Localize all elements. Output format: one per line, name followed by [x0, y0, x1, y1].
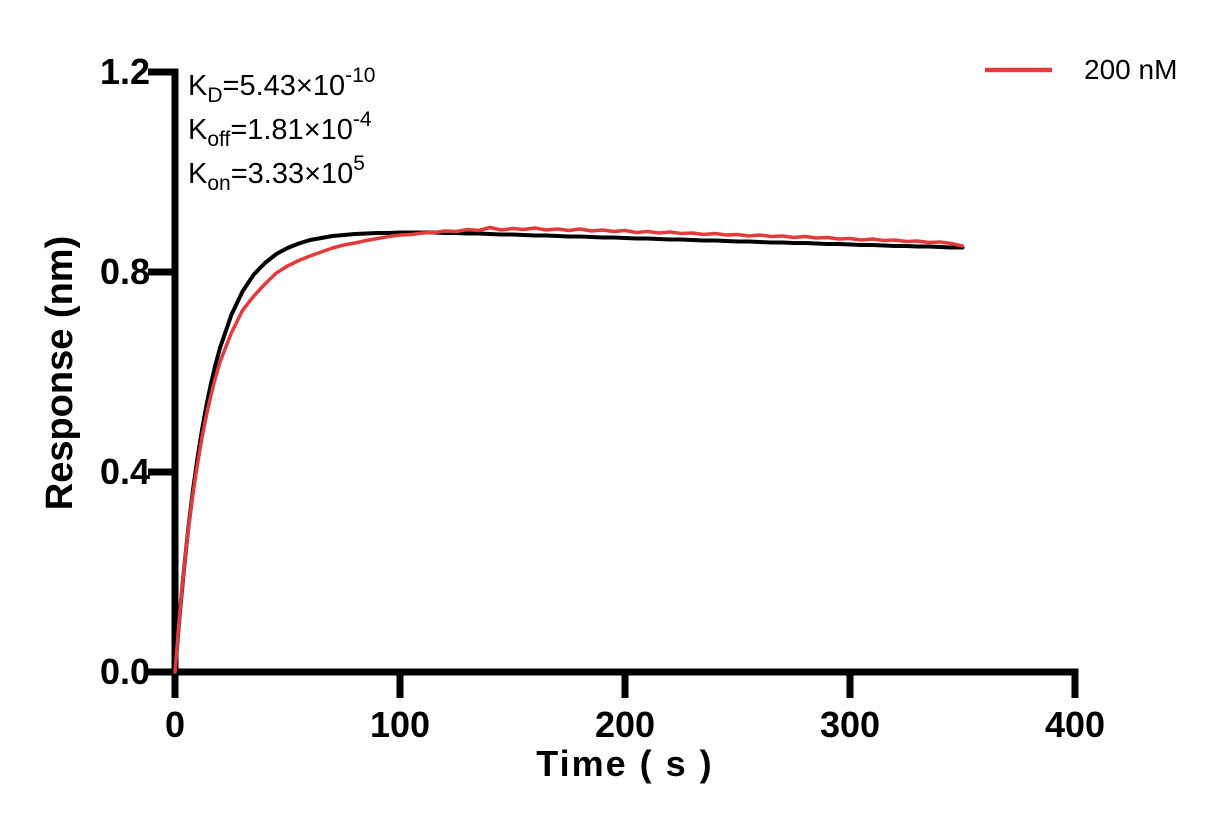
- y-tick-label-0.0: 0.0: [99, 651, 150, 692]
- kd-value: =5.43×10: [222, 70, 346, 102]
- koff-exp: -4: [352, 108, 372, 131]
- koff-value: =1.81×10: [230, 114, 353, 146]
- annotation-kd: KD=5.43×10-10: [188, 64, 376, 107]
- kon-base: K: [188, 158, 208, 190]
- y-tick-label-1.2: 1.2: [99, 51, 150, 92]
- annotation-koff: Koff=1.81×10-4: [188, 108, 372, 151]
- response-curve: [173, 225, 965, 674]
- kon-value: =3.33×10: [230, 158, 354, 190]
- y-axis-title: Response (nm): [39, 235, 81, 511]
- koff-sub: off: [207, 128, 231, 151]
- x-tick-label-100: 100: [369, 704, 431, 745]
- legend-label: 200 nM: [1084, 54, 1178, 85]
- koff-base: K: [188, 114, 208, 146]
- fit-curve: [173, 230, 965, 674]
- kd-sub: D: [207, 84, 223, 107]
- x-tick-label-0: 0: [164, 704, 186, 745]
- x-axis-title: Time ( s ): [536, 743, 714, 784]
- kon-exp: 5: [353, 152, 365, 175]
- kd-exp: -10: [345, 64, 376, 87]
- y-tick-label-0.4: 0.4: [99, 451, 150, 492]
- kd-base: K: [188, 70, 208, 102]
- x-tick-label-200: 200: [594, 704, 656, 745]
- annotation-kon: Kon=3.33×105: [188, 152, 365, 195]
- x-tick-label-300: 300: [819, 704, 881, 745]
- x-tick-label-400: 400: [1044, 704, 1106, 745]
- axes: [148, 68, 1079, 698]
- y-tick-label-0.8: 0.8: [99, 251, 150, 292]
- kon-sub: on: [207, 172, 231, 195]
